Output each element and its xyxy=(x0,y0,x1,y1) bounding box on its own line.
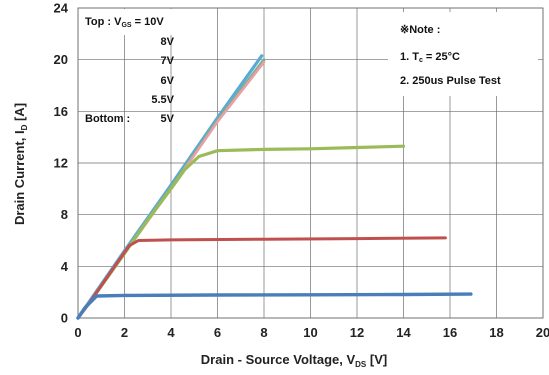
legend-label-5-5v: 5.5V xyxy=(151,94,174,106)
legend-label-7v: 7V xyxy=(161,55,175,67)
x-tick-label: 12 xyxy=(350,325,364,340)
series-line xyxy=(76,236,447,320)
legend-background xyxy=(81,9,181,35)
series xyxy=(76,54,473,320)
legend-bottom-label: Bottom : xyxy=(85,113,130,125)
x-tick-label: 0 xyxy=(74,325,81,340)
x-axis-title: Drain - Source Voltage, VDS [V] xyxy=(201,352,387,369)
x-tick-label: 4 xyxy=(167,325,175,340)
x-tick-labels: 0 2 4 6 8 10 12 14 16 18 20 xyxy=(74,325,549,340)
y-tick-label: 20 xyxy=(54,52,68,67)
x-tick-label: 2 xyxy=(121,325,128,340)
y-tick-label: 24 xyxy=(54,1,69,16)
plot-frame xyxy=(77,7,544,319)
note-box: ※Note : 1. Tc = 25°C 2. 250us Pulse Test xyxy=(388,12,538,96)
note-header: ※Note : xyxy=(400,24,440,36)
legend-label-8v: 8V xyxy=(161,36,175,48)
x-tick-label: 16 xyxy=(443,325,457,340)
y-axis-title: Drain Current, ID [A] xyxy=(12,103,29,225)
x-tick-label: 8 xyxy=(260,325,267,340)
y-tick-label: 4 xyxy=(61,259,69,274)
legend-bottom-value: 5V xyxy=(161,113,175,125)
x-tick-label: 14 xyxy=(396,325,411,340)
note-item-2: 2. 250us Pulse Test xyxy=(400,75,501,87)
legend-label-6v: 6V xyxy=(161,75,175,87)
legend: Top : VGS = 10V 8V 7V 6V 5.5V Bottom : 5… xyxy=(81,9,181,125)
y-tick-label: 0 xyxy=(61,311,68,326)
y-tick-label: 16 xyxy=(54,104,68,119)
x-tick-label: 10 xyxy=(303,325,317,340)
note-item-1: 1. Tc = 25°C xyxy=(400,51,460,64)
note-background xyxy=(388,12,538,96)
legend-top-label: Top : VGS = 10V xyxy=(85,16,164,29)
series-line xyxy=(76,292,473,320)
y-tick-label: 12 xyxy=(54,156,68,171)
x-tick-label: 20 xyxy=(536,325,549,340)
x-tick-label: 6 xyxy=(214,325,221,340)
x-tick-label: 18 xyxy=(489,325,503,340)
y-tick-label: 8 xyxy=(61,207,68,222)
y-tick-labels: 0 4 8 12 16 20 24 xyxy=(54,1,69,326)
